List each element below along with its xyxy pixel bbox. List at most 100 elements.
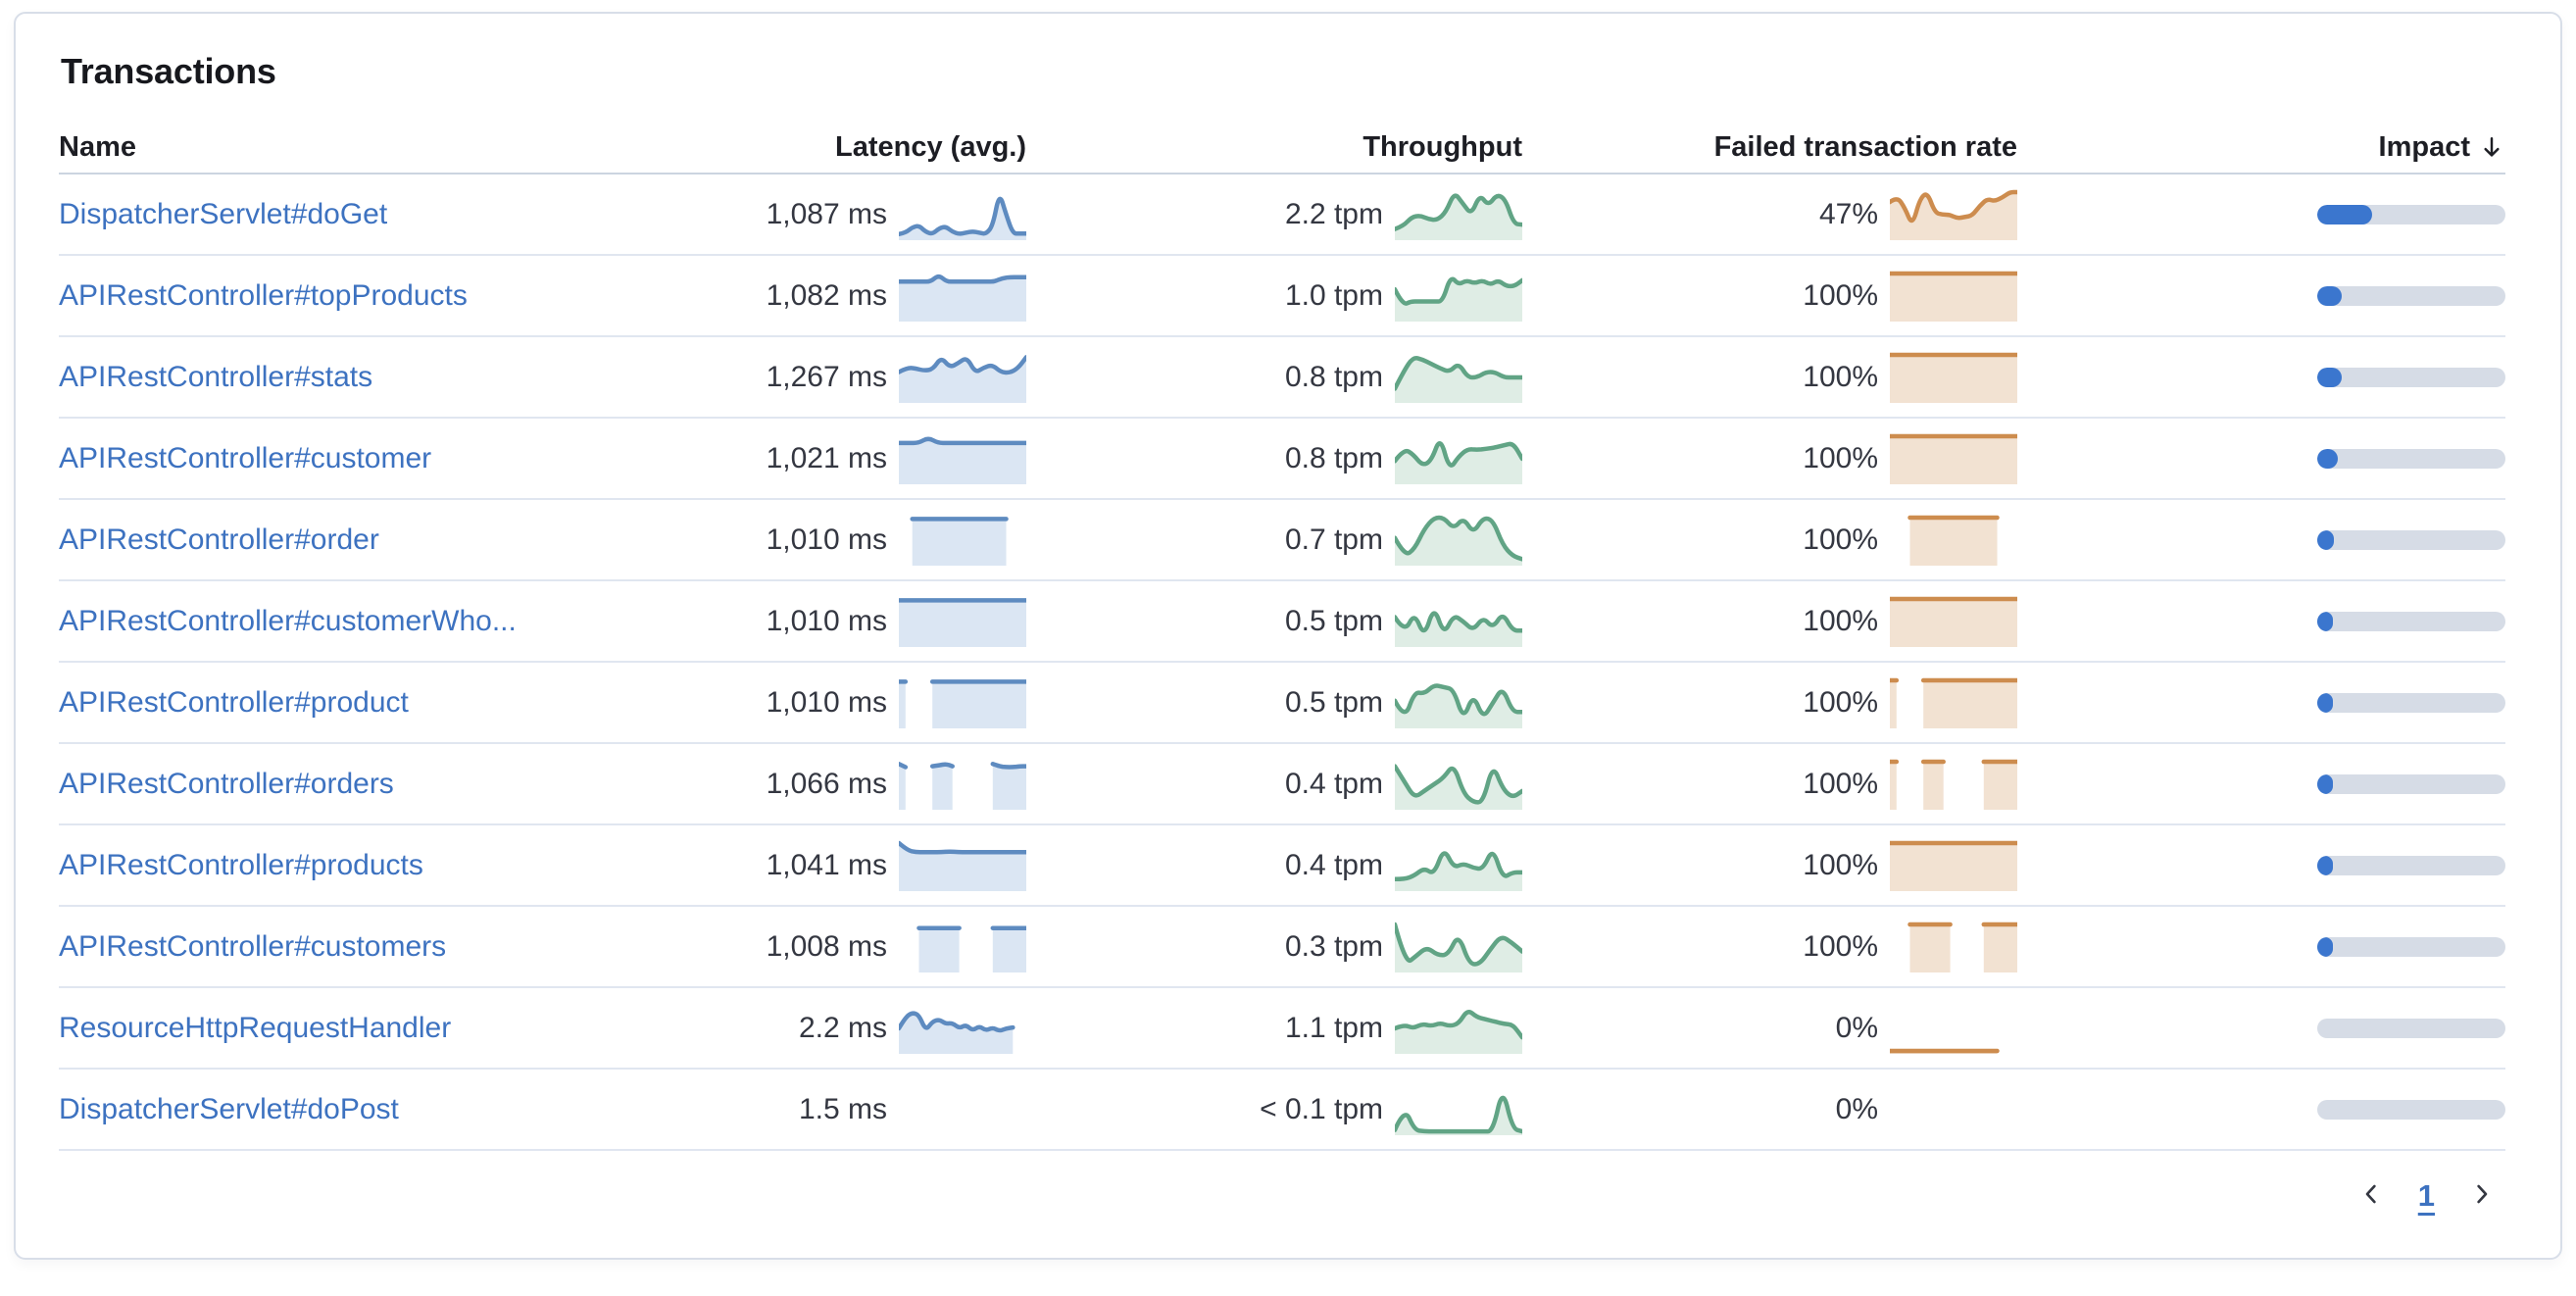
- impact-bar-track: [2317, 773, 2505, 794]
- failed-rate-value: 0%: [1835, 1011, 1878, 1044]
- throughput-value: 0.7 tpm: [1284, 523, 1383, 556]
- table-row: APIRestController#customer 1,021 ms 0.8 tp…: [59, 419, 2505, 500]
- transaction-link[interactable]: APIRestController#customers: [59, 929, 447, 963]
- throughput-sparkline: [1395, 189, 1522, 240]
- throughput-cell: 0.5 tpm: [1026, 596, 1522, 647]
- impact-cell: [2017, 773, 2505, 794]
- column-header-impact-label: Impact: [2378, 130, 2470, 163]
- transaction-link[interactable]: APIRestController#orders: [59, 767, 394, 800]
- impact-cell: [2017, 529, 2505, 550]
- throughput-sparkline: [1395, 352, 1522, 403]
- transaction-link[interactable]: APIRestController#products: [59, 848, 423, 881]
- chevron-right-icon: [2466, 1178, 2498, 1213]
- latency-value: 2.2 ms: [798, 1011, 887, 1044]
- impact-cell: [2017, 1018, 2505, 1038]
- latency-sparkline: [899, 189, 1026, 240]
- latency-value: 1,066 ms: [766, 767, 887, 800]
- failed-rate-sparkline: [1890, 840, 2017, 891]
- latency-sparkline: [899, 271, 1026, 322]
- impact-bar-track: [2317, 692, 2505, 713]
- throughput-cell: 1.1 tpm: [1026, 1003, 1522, 1054]
- name-cell: APIRestController#customers: [59, 930, 693, 964]
- column-header-failed-rate[interactable]: Failed transaction rate: [1713, 130, 2017, 163]
- throughput-value: 2.2 tpm: [1284, 197, 1383, 230]
- impact-bar-fill: [2317, 529, 2335, 550]
- name-cell: APIRestController#order: [59, 523, 693, 557]
- table-row: DispatcherServlet#doGet 1,087 ms 2.2 tpm 47…: [59, 174, 2505, 256]
- latency-sparkline: [899, 840, 1026, 891]
- throughput-cell: 0.8 tpm: [1026, 433, 1522, 484]
- latency-value: 1,087 ms: [766, 197, 887, 230]
- chevron-left-icon: [2355, 1178, 2387, 1213]
- transaction-link[interactable]: APIRestController#topProducts: [59, 278, 468, 312]
- throughput-cell: 0.4 tpm: [1026, 840, 1522, 891]
- column-header-impact[interactable]: Impact: [2017, 131, 2505, 164]
- table-row: APIRestController#customers 1,008 ms 0.3 t…: [59, 907, 2505, 988]
- impact-bar-track: [2317, 448, 2505, 469]
- throughput-sparkline: [1395, 1003, 1522, 1054]
- sort-descending-icon: [2478, 133, 2505, 161]
- latency-value: 1,010 ms: [766, 523, 887, 556]
- throughput-cell: < 0.1 tpm: [1026, 1084, 1522, 1135]
- column-header-latency[interactable]: Latency (avg.): [835, 130, 1026, 163]
- page-number-1[interactable]: 1: [2417, 1177, 2435, 1213]
- transaction-link[interactable]: APIRestController#customer: [59, 441, 432, 474]
- column-header-throughput[interactable]: Throughput: [1362, 130, 1522, 163]
- pagination: 1: [59, 1174, 2505, 1217]
- throughput-value: 0.3 tpm: [1284, 929, 1383, 963]
- previous-page-button[interactable]: [2352, 1174, 2391, 1217]
- throughput-cell: 0.8 tpm: [1026, 352, 1522, 403]
- name-cell: APIRestController#orders: [59, 768, 693, 801]
- latency-cell: 2.2 ms: [693, 1003, 1026, 1054]
- table-row: APIRestController#customerWho... 1,010 ms…: [59, 581, 2505, 663]
- column-header-name[interactable]: Name: [59, 130, 136, 163]
- impact-bar-fill: [2317, 692, 2333, 713]
- table-row: APIRestController#products 1,041 ms 0.4 tp…: [59, 825, 2505, 907]
- transaction-link[interactable]: ResourceHttpRequestHandler: [59, 1011, 452, 1044]
- impact-cell: [2017, 204, 2505, 224]
- transaction-link[interactable]: APIRestController#product: [59, 685, 409, 719]
- failed-rate-cell: 100%: [1522, 596, 2017, 647]
- transaction-link[interactable]: APIRestController#customerWho...: [59, 604, 517, 637]
- latency-cell: 1,082 ms: [693, 271, 1026, 322]
- failed-rate-sparkline: [1890, 1003, 2017, 1054]
- impact-cell: [2017, 448, 2505, 469]
- failed-rate-value: 100%: [1803, 848, 1878, 881]
- throughput-cell: 2.2 tpm: [1026, 189, 1522, 240]
- name-cell: APIRestController#customer: [59, 442, 693, 475]
- failed-rate-sparkline: [1890, 352, 2017, 403]
- failed-rate-value: 100%: [1803, 767, 1878, 800]
- next-page-button[interactable]: [2462, 1174, 2502, 1217]
- failed-rate-value: 100%: [1803, 604, 1878, 637]
- failed-rate-cell: 100%: [1522, 515, 2017, 566]
- failed-rate-cell: 100%: [1522, 352, 2017, 403]
- table-row: ResourceHttpRequestHandler 2.2 ms 1.1 tpm 0…: [59, 988, 2505, 1070]
- throughput-sparkline: [1395, 433, 1522, 484]
- failed-rate-value: 100%: [1803, 278, 1878, 312]
- table-header-row: Name Latency (avg.) Throughput Failed tr…: [59, 122, 2505, 174]
- transaction-link[interactable]: DispatcherServlet#doPost: [59, 1092, 399, 1125]
- throughput-sparkline: [1395, 840, 1522, 891]
- impact-cell: [2017, 855, 2505, 875]
- throughput-value: 0.4 tpm: [1284, 848, 1383, 881]
- failed-rate-value: 100%: [1803, 523, 1878, 556]
- transaction-link[interactable]: DispatcherServlet#doGet: [59, 197, 388, 230]
- failed-rate-value: 100%: [1803, 441, 1878, 474]
- impact-bar-fill: [2317, 936, 2333, 957]
- failed-rate-value: 47%: [1818, 197, 1878, 230]
- throughput-sparkline: [1395, 1084, 1522, 1135]
- impact-bar-track: [2317, 204, 2505, 224]
- impact-bar-track: [2317, 855, 2505, 875]
- transaction-link[interactable]: APIRestController#order: [59, 523, 379, 556]
- throughput-value: 0.5 tpm: [1284, 604, 1383, 637]
- impact-bar-fill: [2317, 367, 2342, 387]
- transaction-link[interactable]: APIRestController#stats: [59, 360, 373, 393]
- impact-cell: [2017, 611, 2505, 631]
- failed-rate-cell: 100%: [1522, 433, 2017, 484]
- failed-rate-cell: 100%: [1522, 840, 2017, 891]
- name-cell: ResourceHttpRequestHandler: [59, 1012, 693, 1045]
- failed-rate-cell: 0%: [1522, 1003, 2017, 1054]
- latency-value: 1,008 ms: [766, 929, 887, 963]
- failed-rate-value: 100%: [1803, 929, 1878, 963]
- name-cell: DispatcherServlet#doGet: [59, 198, 693, 231]
